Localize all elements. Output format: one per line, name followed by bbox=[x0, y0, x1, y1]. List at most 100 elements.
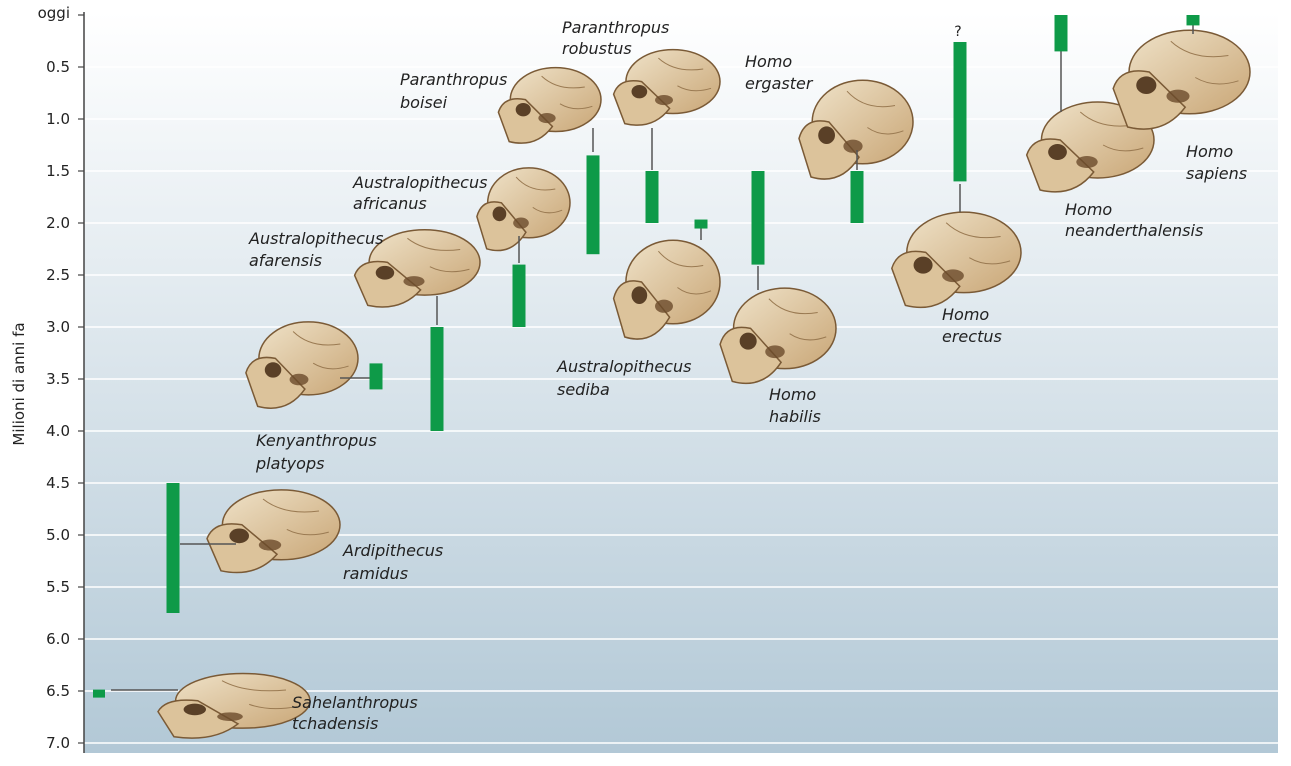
skull-illustration bbox=[1112, 29, 1251, 130]
skull-sutures bbox=[407, 237, 470, 273]
skull-orbit bbox=[183, 703, 206, 716]
species-epithet-label: boisei bbox=[400, 93, 448, 112]
skull-illustration bbox=[497, 66, 602, 144]
range-bar-homo-neanderthalensis bbox=[1054, 15, 1068, 52]
range-bar-homo-erectus bbox=[953, 46, 967, 182]
y-tick-label: 7.0 bbox=[46, 734, 70, 752]
y-tick-labels: oggi 0.5 1.0 1.5 2.0 2.5 3.0 3.5 4.0 4.5 5.0 5.5 6.0… bbox=[38, 4, 70, 752]
skull-orbit bbox=[515, 102, 531, 117]
species-epithet-label: afarensis bbox=[249, 251, 322, 270]
skull-face bbox=[497, 98, 554, 144]
skull-face bbox=[245, 356, 306, 409]
species-genus-label: Sahelanthropus bbox=[292, 693, 418, 712]
skull-sutures bbox=[658, 57, 712, 92]
y-axis-title: Milioni di anni fa bbox=[10, 322, 28, 445]
skull-sutures bbox=[1170, 40, 1239, 85]
skull-orbit bbox=[818, 126, 835, 144]
skull-illustration bbox=[206, 489, 341, 574]
skull-sutures bbox=[945, 222, 1011, 265]
skull-illustration bbox=[719, 287, 837, 385]
skull-orbit bbox=[631, 84, 648, 99]
skull-cheek bbox=[258, 539, 282, 551]
species-epithet-label: platyops bbox=[255, 454, 324, 473]
y-tick-label: 6.0 bbox=[46, 630, 70, 648]
species-genus-label: Homo bbox=[942, 305, 989, 324]
skull-face bbox=[612, 80, 671, 126]
species-epithet-label: erectus bbox=[942, 327, 1002, 346]
species-epithet-label: habilis bbox=[769, 407, 821, 426]
y-tick-label: 4.5 bbox=[46, 474, 70, 492]
range-bar-paranthropus-boisei bbox=[586, 155, 600, 255]
y-axis bbox=[78, 12, 85, 753]
skull-cheek bbox=[289, 373, 309, 386]
skull-face bbox=[157, 699, 240, 739]
species-epithet-label: africanus bbox=[353, 194, 427, 213]
skull-cheek bbox=[942, 269, 964, 283]
skull-illustration bbox=[612, 239, 721, 340]
skull-cheek bbox=[655, 95, 673, 106]
skull-sutures bbox=[658, 250, 712, 295]
uncertain-bar-segment bbox=[953, 42, 967, 47]
skull-face bbox=[353, 260, 422, 308]
range-bar-australopithecus-sediba bbox=[694, 219, 708, 229]
y-tick-label: oggi bbox=[38, 4, 70, 22]
skull-orbit bbox=[631, 286, 648, 305]
range-bar-australopithecus-afarensis bbox=[430, 327, 444, 431]
skull-face bbox=[891, 250, 961, 309]
species-genus-label: Homo bbox=[745, 52, 792, 71]
skull-illustrations bbox=[157, 29, 1251, 739]
range-bar-australopithecus-africanus bbox=[512, 264, 526, 327]
skull-orbit bbox=[1048, 144, 1067, 160]
y-tick-label: 3.0 bbox=[46, 318, 70, 336]
species-genus-label: Paranthropus bbox=[562, 18, 669, 37]
skull-sutures bbox=[292, 331, 349, 370]
range-bar-kenyanthropus-platyops bbox=[369, 363, 383, 390]
skull-illustration bbox=[612, 48, 721, 126]
species-genus-label: Paranthropus bbox=[400, 70, 507, 89]
species-epithet-label: robustus bbox=[562, 39, 632, 58]
skull-face bbox=[206, 523, 279, 574]
species-genus-label: Australopithecus bbox=[352, 173, 487, 192]
skull-illustration bbox=[353, 228, 481, 308]
skull-cheek bbox=[1076, 156, 1098, 168]
skull-sutures bbox=[515, 176, 563, 214]
skull-illustration bbox=[245, 321, 359, 409]
skull-cheek bbox=[217, 712, 243, 721]
skull-sutures bbox=[541, 75, 593, 110]
skull-orbit bbox=[264, 362, 282, 378]
skull-illustration bbox=[157, 672, 311, 739]
range-bars bbox=[93, 15, 1200, 698]
skull-cheek bbox=[403, 276, 425, 287]
species-epithet-label: sediba bbox=[557, 380, 610, 399]
y-tick-label: 2.5 bbox=[46, 266, 70, 284]
skull-cheek bbox=[655, 299, 673, 313]
skull-orbit bbox=[1136, 76, 1157, 94]
skull-face bbox=[1112, 70, 1187, 130]
species-epithet-label: neanderthalensis bbox=[1065, 221, 1203, 240]
species-genus-label: Homo bbox=[1065, 200, 1112, 219]
skull-cheek bbox=[538, 113, 556, 124]
species-labels: Sahelanthropus tchadensis Ardipithecus rami… bbox=[248, 18, 1247, 733]
skull-sutures bbox=[768, 298, 827, 341]
range-bar-homo-habilis bbox=[751, 171, 765, 265]
y-tick-label: 6.5 bbox=[46, 682, 70, 700]
skull-orbit bbox=[229, 528, 249, 544]
skull-cheek bbox=[1166, 89, 1190, 103]
species-genus-label: Kenyanthropus bbox=[256, 431, 377, 450]
range-bar-ardipithecus-ramidus bbox=[166, 483, 180, 613]
skull-sutures bbox=[262, 498, 329, 536]
skull-face bbox=[1025, 138, 1095, 193]
skull-cheek bbox=[843, 139, 863, 153]
skull-cheek bbox=[765, 345, 785, 359]
species-genus-label: Ardipithecus bbox=[342, 541, 443, 560]
skull-orbit bbox=[492, 206, 507, 222]
grid-lines bbox=[84, 66, 1278, 744]
y-tick-label: 5.0 bbox=[46, 526, 70, 544]
skull-face bbox=[476, 201, 527, 252]
range-bar-sahelanthropus-tchadensis bbox=[93, 689, 105, 698]
skull-illustration bbox=[891, 211, 1022, 309]
species-epithet-label: ergaster bbox=[745, 74, 814, 93]
species-genus-label: Homo bbox=[769, 385, 816, 404]
uncertain-bar-segment bbox=[953, 50, 967, 55]
range-bar-paranthropus-robustus bbox=[645, 171, 659, 223]
